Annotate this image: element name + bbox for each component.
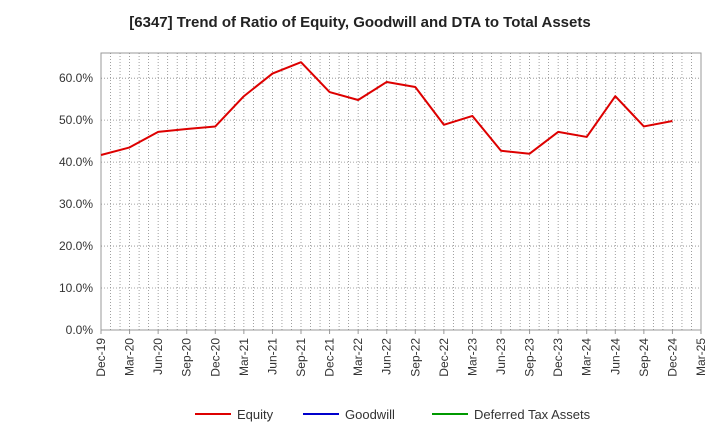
x-tick-label: Dec-20 <box>208 338 222 377</box>
x-tick-label: Jun-23 <box>494 338 508 375</box>
x-tick-label: Sep-23 <box>523 338 537 377</box>
x-tick-label: Mar-24 <box>580 338 594 376</box>
y-tick-label: 30.0% <box>59 197 93 211</box>
legend-label: Goodwill <box>345 407 395 422</box>
x-tick-label: Sep-21 <box>294 338 308 377</box>
x-tick-label: Sep-24 <box>637 338 651 377</box>
axes: 0.0% 10.0% 20.0% 30.0% 40.0% 50.0% 60.0% Dec-19… <box>59 71 708 377</box>
x-tick-label: Mar-22 <box>351 338 365 376</box>
x-tick-label: Dec-21 <box>323 338 337 377</box>
x-tick-label: Dec-22 <box>437 338 451 377</box>
y-tick-label: 60.0% <box>59 71 93 85</box>
y-tick-label: 20.0% <box>59 239 93 253</box>
x-tick-label: Mar-23 <box>465 338 479 376</box>
x-tick-label: Dec-24 <box>665 338 679 377</box>
x-tick-label: Sep-22 <box>408 338 422 377</box>
grid-lines <box>101 53 701 330</box>
x-tick-label: Mar-21 <box>237 338 251 376</box>
y-tick-label: 10.0% <box>59 281 93 295</box>
chart-title: [6347] Trend of Ratio of Equity, Goodwil… <box>129 14 591 31</box>
x-tick-label: Jun-24 <box>608 338 622 375</box>
x-tick-label: Sep-20 <box>180 338 194 377</box>
series-lines <box>100 61 673 156</box>
x-tick-label: Jun-21 <box>265 338 279 375</box>
x-tick-label: Jun-22 <box>380 338 394 375</box>
x-tick-label: Mar-20 <box>123 338 137 376</box>
x-tick-label: Jun-20 <box>151 338 165 375</box>
x-tick-label: Dec-23 <box>551 338 565 377</box>
legend-label: Deferred Tax Assets <box>474 407 591 422</box>
y-tick-label: 0.0% <box>66 323 94 337</box>
legend-label: Equity <box>237 407 274 422</box>
y-tick-label: 50.0% <box>59 113 93 127</box>
y-tick-label: 40.0% <box>59 155 93 169</box>
x-tick-label: Dec-19 <box>94 338 108 377</box>
plot-area <box>100 52 702 331</box>
x-tick-label: Mar-25 <box>694 338 708 376</box>
legend: Equity Goodwill Deferred Tax Assets <box>195 407 591 422</box>
